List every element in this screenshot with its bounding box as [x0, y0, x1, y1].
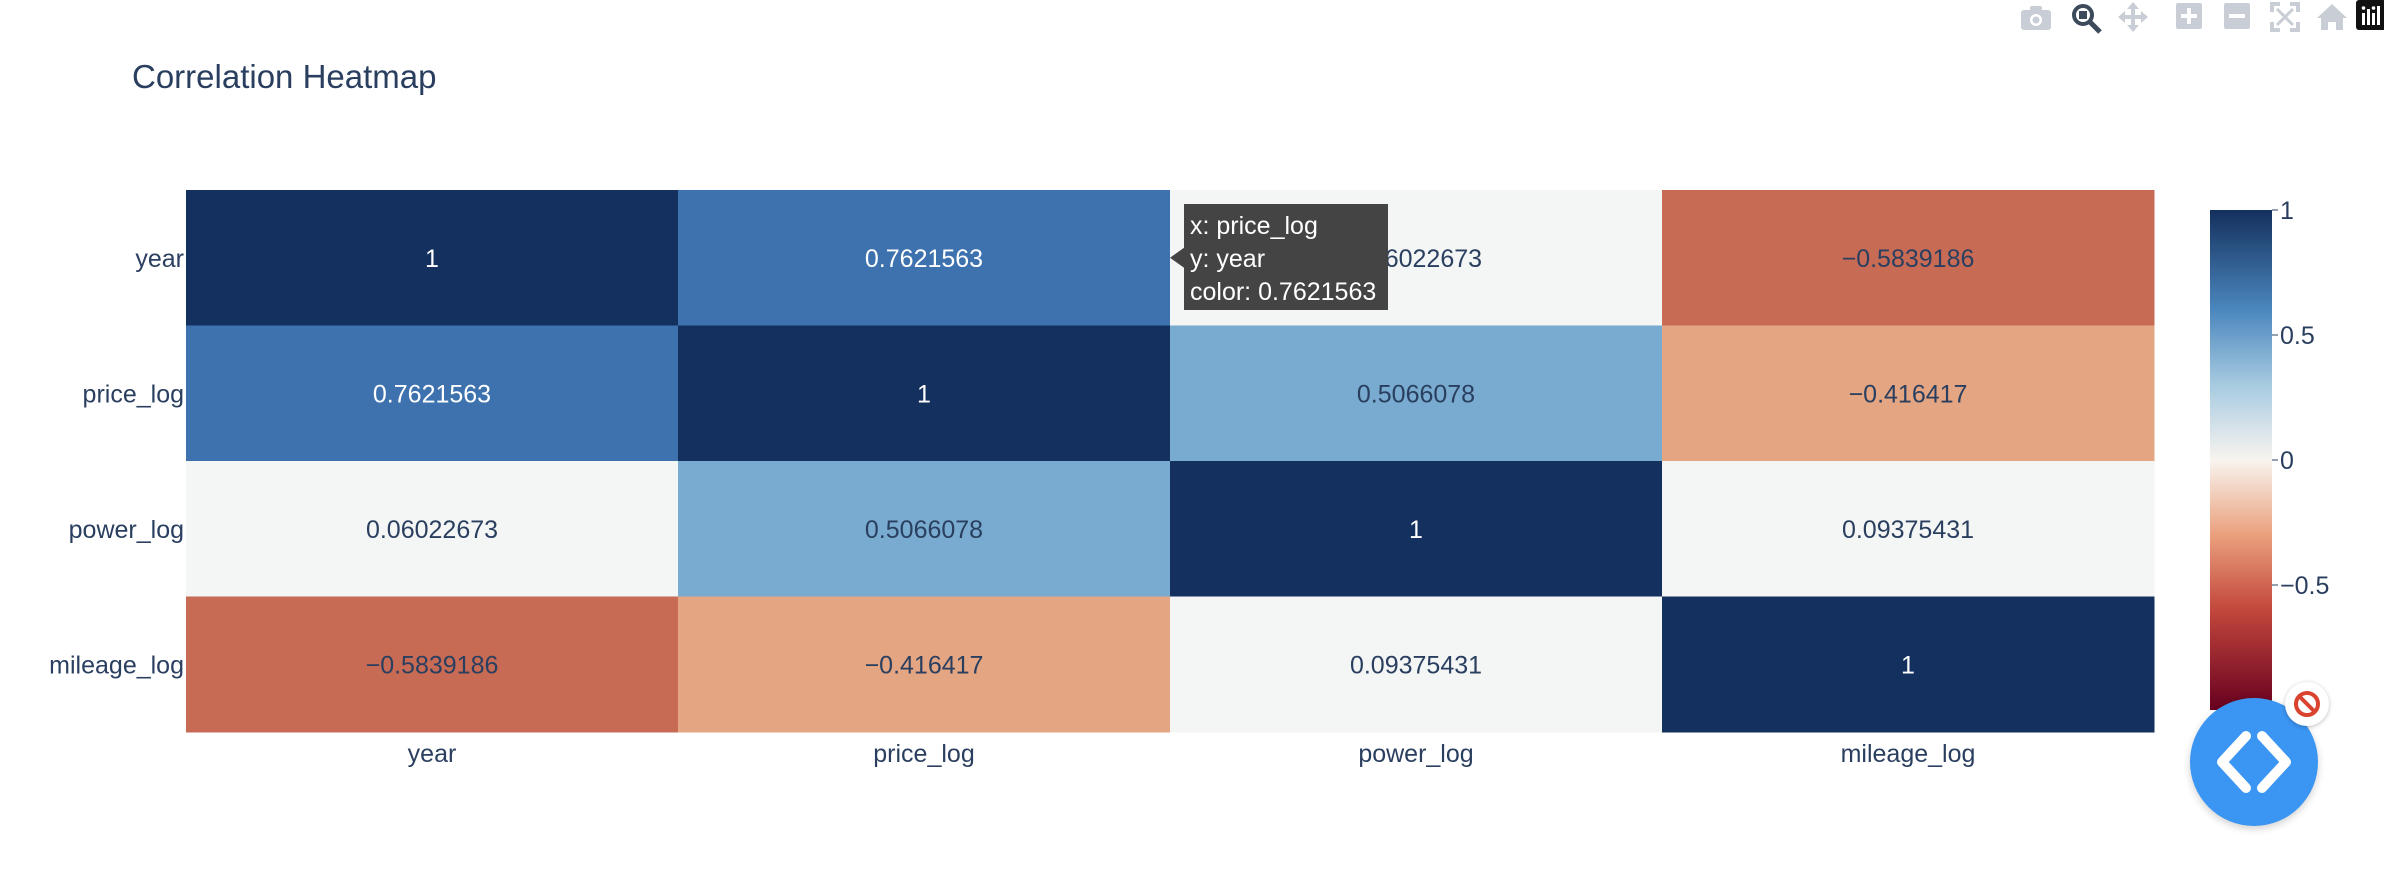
heatmap-cell[interactable]: [1662, 596, 2155, 733]
heatmap-cell[interactable]: [186, 596, 679, 733]
x-tick-label: price_log: [873, 740, 974, 768]
heatmap-cell[interactable]: [1170, 596, 1663, 733]
hover-tooltip: x: price_log y: year color: 0.7621563: [1170, 204, 1388, 310]
x-tick-label: power_log: [1358, 740, 1473, 768]
heatmap-cell[interactable]: [1662, 461, 2155, 597]
tooltip-line: color: 0.7621563: [1190, 278, 1376, 306]
tooltip-line: x: price_log: [1190, 212, 1318, 240]
pan-icon[interactable]: [2118, 2, 2148, 32]
cell-value-label: 0.5066078: [865, 516, 983, 544]
heatmap-cell[interactable]: [1170, 461, 1663, 597]
heatmap-cell[interactable]: [1662, 190, 2155, 326]
y-tick-label: power_log: [69, 516, 184, 544]
reset-axes-icon[interactable]: [2317, 4, 2347, 30]
colorbar-tick-label: 0: [2280, 447, 2294, 475]
x-tick-label: mileage_log: [1841, 740, 1976, 768]
y-tick-label: mileage_log: [49, 651, 184, 679]
autoscale-icon[interactable]: [2270, 2, 2300, 32]
heatmap-cell[interactable]: [678, 461, 1171, 597]
heatmap-cell[interactable]: [186, 190, 679, 326]
colorbar-gradient: [2210, 210, 2272, 710]
plotly-logo-icon[interactable]: [2356, 0, 2384, 30]
chart-title: Correlation Heatmap: [132, 58, 436, 95]
cell-value-label: 0.7621563: [373, 380, 491, 408]
heatmap-cell[interactable]: [1170, 325, 1663, 462]
cell-value-label: 1: [425, 245, 439, 273]
camera-icon[interactable]: [2021, 6, 2051, 30]
cell-value-label: −0.5839186: [366, 651, 499, 679]
zoom-icon[interactable]: [2072, 4, 2102, 34]
y-tick-label: price_log: [83, 380, 184, 408]
code-brackets-icon: [2217, 731, 2291, 793]
cell-value-label: −0.416417: [1849, 380, 1968, 408]
colorbar-tick-label: 0.5: [2280, 322, 2315, 350]
cell-value-label: 0.09375431: [1350, 651, 1482, 679]
zoom-out-icon[interactable]: [2224, 3, 2250, 29]
cell-value-label: 0.09375431: [1842, 516, 1974, 544]
colorbar-tick-label: −0.5: [2280, 572, 2329, 600]
cell-value-label: −0.416417: [865, 651, 984, 679]
heatmap-cell[interactable]: [1662, 325, 2155, 462]
dismiss-badge[interactable]: [2285, 682, 2329, 726]
tooltip-pointer: [1170, 247, 1184, 268]
colorbar-tick-label: 1: [2280, 197, 2294, 225]
cell-value-label: 0.5066078: [1357, 380, 1475, 408]
cell-value-label: 1: [917, 380, 931, 408]
zoom-in-icon[interactable]: [2176, 3, 2202, 29]
blocked-icon: [2294, 691, 2320, 717]
cell-value-label: 1: [1409, 516, 1423, 544]
heatmap-cell[interactable]: [678, 325, 1171, 462]
y-tick-label: year: [135, 245, 184, 273]
heatmap-cell[interactable]: [678, 596, 1171, 733]
cell-value-label: −0.5839186: [1842, 245, 1975, 273]
heatmap-cell[interactable]: [678, 190, 1171, 326]
heatmap-cell[interactable]: [186, 325, 679, 462]
tooltip-box: [1184, 204, 1388, 310]
x-tick-label: year: [408, 740, 457, 768]
tooltip-line: y: year: [1190, 245, 1265, 273]
cell-value-label: 0.06022673: [366, 516, 498, 544]
cell-value-label: 1: [1901, 651, 1915, 679]
cell-value-label: 0.7621563: [865, 245, 983, 273]
heatmap-cell[interactable]: [186, 461, 679, 597]
